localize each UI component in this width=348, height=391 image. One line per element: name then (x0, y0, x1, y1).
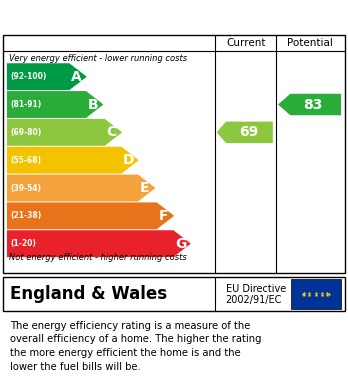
Text: (55-68): (55-68) (10, 156, 41, 165)
Polygon shape (7, 203, 174, 229)
Text: 69: 69 (239, 126, 258, 139)
Text: Potential: Potential (287, 38, 333, 48)
Text: 2002/91/EC: 2002/91/EC (226, 295, 282, 305)
Text: (21-38): (21-38) (10, 211, 42, 221)
Text: England & Wales: England & Wales (10, 285, 168, 303)
Text: Not energy efficient - higher running costs: Not energy efficient - higher running co… (9, 253, 187, 262)
Polygon shape (7, 63, 87, 90)
Text: Current: Current (226, 38, 266, 48)
Text: A: A (71, 70, 82, 84)
Text: D: D (123, 153, 135, 167)
Text: (81-91): (81-91) (10, 100, 42, 109)
Text: 83: 83 (303, 97, 323, 111)
Polygon shape (7, 91, 103, 118)
Polygon shape (7, 230, 191, 257)
Polygon shape (217, 122, 273, 143)
Text: (69-80): (69-80) (10, 128, 42, 137)
Text: E: E (140, 181, 149, 195)
Text: EU Directive: EU Directive (226, 284, 286, 294)
Text: Energy Efficiency Rating: Energy Efficiency Rating (10, 9, 239, 27)
Polygon shape (7, 174, 156, 201)
Polygon shape (7, 119, 122, 146)
Text: Very energy efficient - lower running costs: Very energy efficient - lower running co… (9, 54, 187, 63)
Polygon shape (7, 147, 139, 174)
Text: The energy efficiency rating is a measure of the
overall efficiency of a home. T: The energy efficiency rating is a measur… (10, 321, 262, 371)
Text: B: B (88, 97, 98, 111)
Polygon shape (278, 94, 341, 115)
Text: (1-20): (1-20) (10, 239, 36, 248)
Text: (92-100): (92-100) (10, 72, 47, 81)
Bar (291, 279, 341, 309)
Text: G: G (175, 237, 187, 251)
Text: C: C (106, 126, 117, 139)
Text: F: F (159, 209, 168, 223)
Text: (39-54): (39-54) (10, 183, 41, 192)
